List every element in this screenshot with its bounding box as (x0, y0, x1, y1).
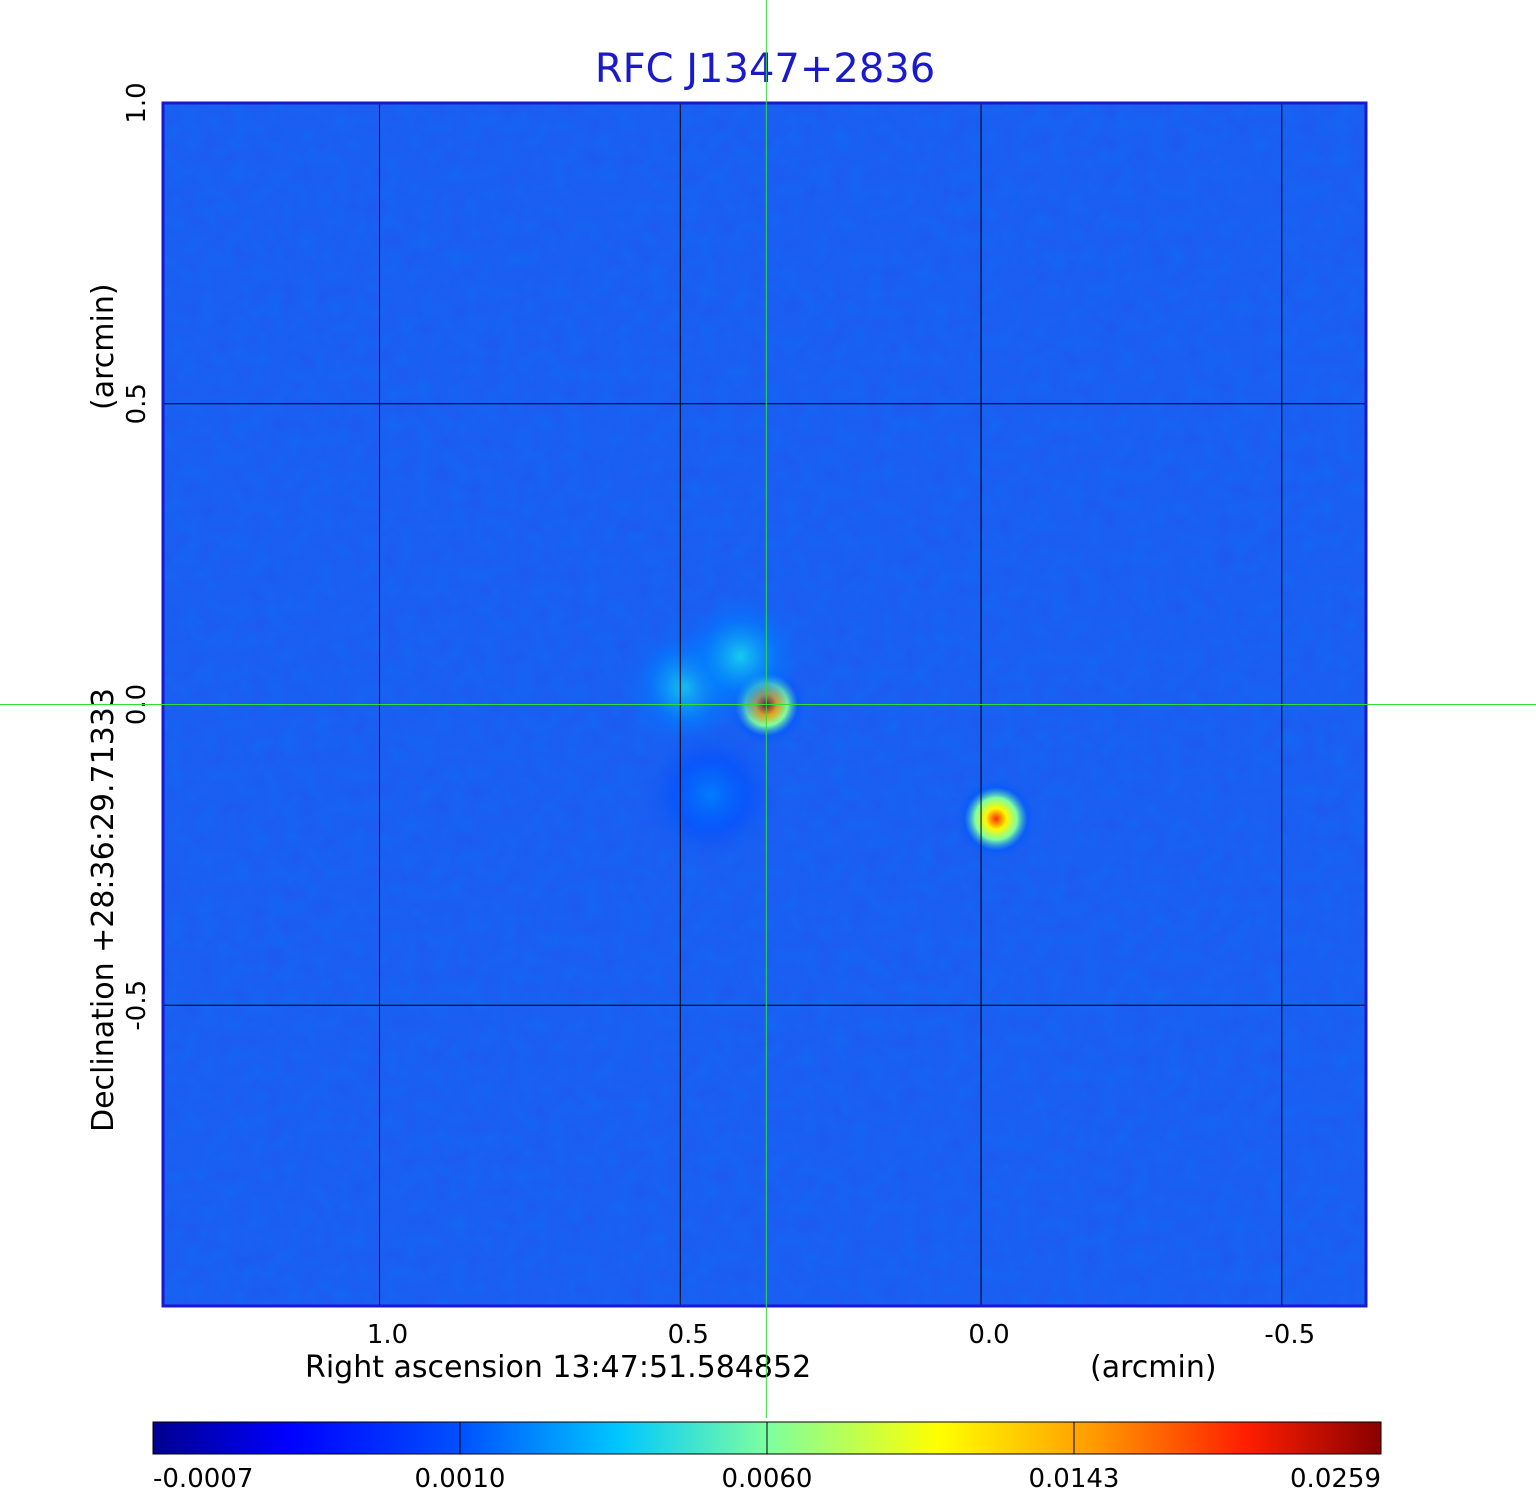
y-tick-label: -0.5 (122, 980, 152, 1031)
x-axis-label: Right ascension 13:47:51.584852 (305, 1350, 811, 1385)
crosshair (0, 0, 1536, 1418)
sources (614, 584, 1039, 867)
y-ticks: 1.00.50.0-0.5 (122, 82, 152, 1030)
x-tick-label: 0.0 (968, 1320, 1009, 1350)
x-tick-label: 0.5 (668, 1320, 709, 1350)
colorbar-tick-label: 0.0010 (415, 1464, 506, 1494)
y-tick-label: 1.0 (122, 82, 152, 123)
source-3 (668, 584, 813, 729)
colorbar-tick-label: 0.0060 (722, 1464, 813, 1494)
colorbar-ticks: -0.0007 0.0010 0.0060 0.0143 0.0259 (152, 1422, 1382, 1494)
chart-title: RFC J1347+2836 (595, 46, 935, 92)
source-4 (638, 722, 783, 867)
colorbar-tick-label: 0.0259 (1290, 1464, 1381, 1494)
y-tick-label: 0.5 (122, 383, 152, 424)
y-axis-label: Declination +28:36:29.71333 (86, 688, 121, 1132)
colorbar-tick-label: -0.0007 (153, 1464, 253, 1494)
x-ticks: 1.0 0.5 0.0 -0.5 (367, 1320, 1315, 1350)
source-1 (953, 776, 1039, 861)
y-axis-unit: (arcmin) (86, 283, 121, 410)
x-axis-unit: (arcmin) (1090, 1350, 1217, 1385)
colorbar-tick-label: 0.0143 (1029, 1464, 1120, 1494)
x-tick-label: 1.0 (367, 1320, 408, 1350)
x-tick-label: -0.5 (1264, 1320, 1315, 1350)
